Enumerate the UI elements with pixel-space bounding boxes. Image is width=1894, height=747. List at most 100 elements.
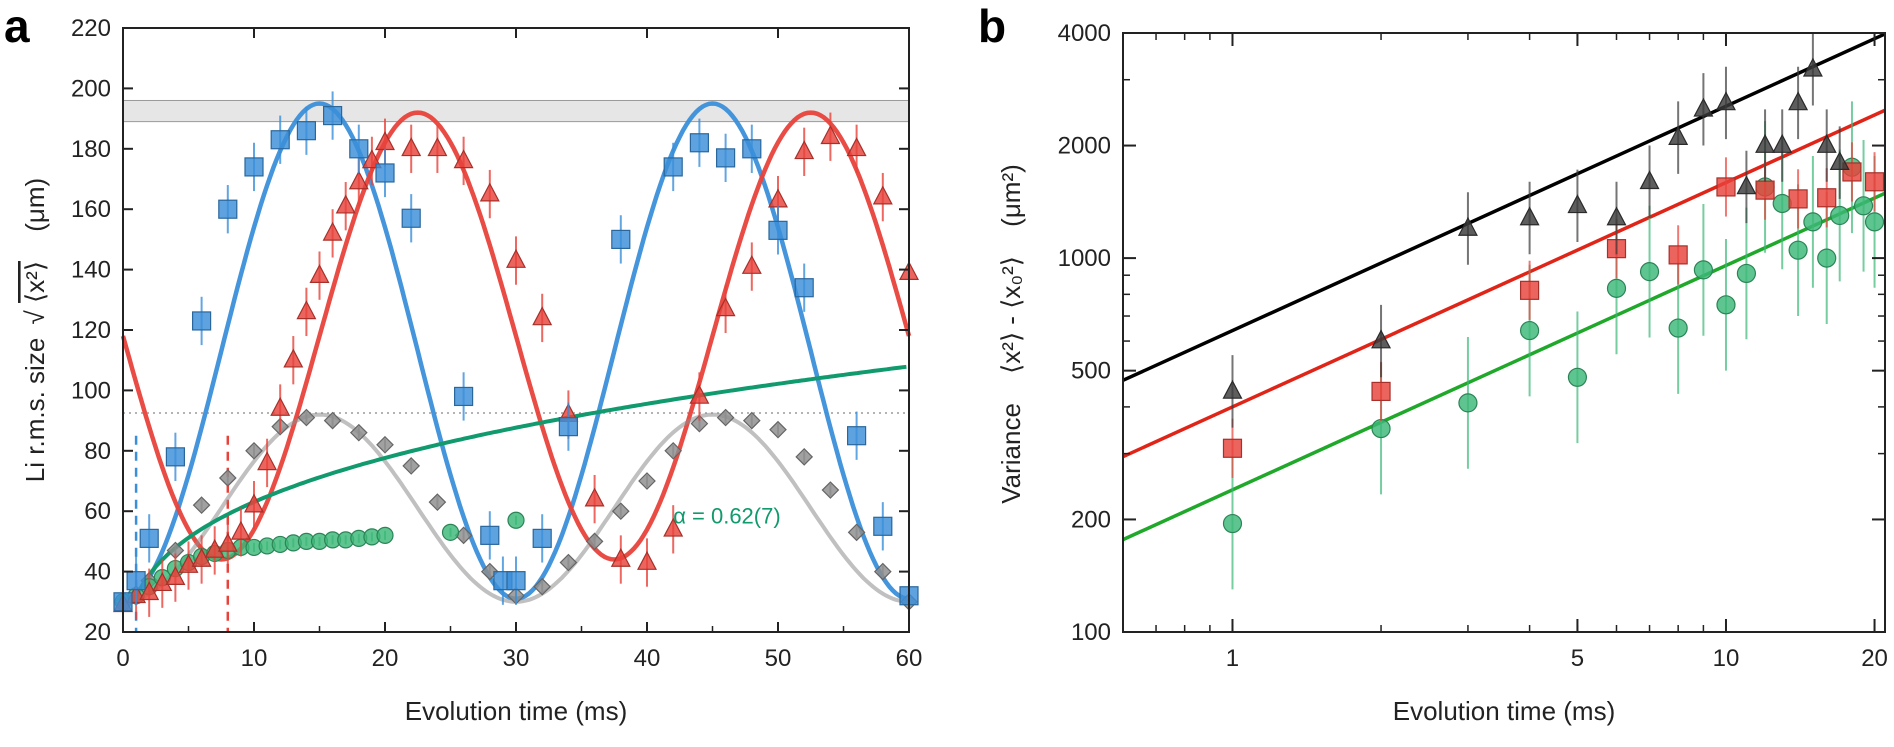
panel-a-y-tick-label: 140 xyxy=(71,257,111,284)
panel-a-point-blue xyxy=(794,278,814,298)
panel-a-point-red xyxy=(322,221,343,241)
panel-a-point-red xyxy=(361,149,382,169)
panel-b-point-green xyxy=(1817,248,1837,268)
panel-a-x-tick-label: 20 xyxy=(372,645,399,672)
panel-a-x-axis-label: Evolution time (ms) xyxy=(405,696,628,726)
panel-a-series-blue xyxy=(113,91,919,626)
svg-text:Variance ⟨x²⟩ - ⟨x: Variance ⟨x²⟩ - ⟨x₀²⟩ (μm²) xyxy=(996,164,1026,504)
panel-b-point-black xyxy=(1567,194,1588,214)
panel-a-y-tick-label: 180 xyxy=(71,136,111,163)
panel-a-point-red xyxy=(401,137,422,157)
panel-b-fit-black xyxy=(1122,32,1886,382)
panel-b-point-red xyxy=(1668,245,1688,265)
panel-a-shaded-band xyxy=(122,99,910,123)
panel-b-point-green xyxy=(1803,212,1823,232)
panel-a-point-grey xyxy=(664,441,683,460)
panel-a-point-grey xyxy=(349,423,368,442)
panel-a-x-tick-label: 30 xyxy=(503,645,530,672)
panel-a-y-label-unit: (μm) xyxy=(20,178,50,232)
panel-b-y-tick-label: 100 xyxy=(1071,619,1111,646)
panel-a-point-blue xyxy=(558,417,579,437)
panel-b-frame xyxy=(1122,32,1886,633)
svg-text:Li r.m.s. size √: Li r.m.s. size √ ⟨x²⟩ (μm) xyxy=(20,178,50,482)
panel-b-point-green xyxy=(1606,278,1627,298)
panel-b-y-label-prefix: Variance xyxy=(996,403,1026,504)
panel-a-point-red xyxy=(283,348,304,368)
panel-a-point-grey xyxy=(742,411,761,430)
panel-a-point-grey xyxy=(559,553,578,572)
panel-a-y-tick-label: 100 xyxy=(71,377,111,404)
panel-a-point-blue xyxy=(244,157,264,177)
panel-a-x-tick-label: 10 xyxy=(241,645,268,672)
panel-a-point-blue xyxy=(663,157,683,177)
panel-b-point-green xyxy=(1788,240,1808,260)
panel-b-y-tick-label: 200 xyxy=(1071,506,1111,533)
panel-b-y-tick-label: 500 xyxy=(1071,358,1111,385)
panel-a-y-tick-label: 200 xyxy=(71,75,111,102)
panel-a-point-red xyxy=(506,248,526,268)
panel-a-point-red xyxy=(637,550,657,570)
panel-a-point-blue xyxy=(349,139,369,159)
panel-a-point-blue xyxy=(375,163,395,183)
panel-a-point-blue xyxy=(401,208,421,228)
panel-a-point-grey xyxy=(297,408,316,427)
panel-a-point-blue xyxy=(165,447,185,467)
panel-b-y-tick-label: 4000 xyxy=(1058,20,1111,47)
panel-a-point-red xyxy=(309,264,330,283)
panel-b-fit-green xyxy=(1122,191,1886,542)
panel-a-point-green xyxy=(441,523,460,541)
panel-b-point-black xyxy=(1715,91,1736,111)
panel-b-x-tick-label: 1 xyxy=(1226,645,1239,672)
panel-a-y-label-prefix: Li r.m.s. size xyxy=(20,338,50,482)
panel-b-ticks: 1 5 10 20 100 200 500 1000 2000 4000 xyxy=(1058,20,1888,672)
panel-a-point-grey xyxy=(245,441,263,460)
panel-a-x-tick-label: 40 xyxy=(634,645,661,672)
panel-a-point-red xyxy=(270,396,291,416)
panel-b-point-green xyxy=(1830,205,1850,226)
panel-b-point-red xyxy=(1520,280,1540,300)
panel-a-point-grey xyxy=(218,469,237,487)
panel-a-x-tick-label: 0 xyxy=(116,645,129,672)
panel-a-ticks: 0 10 20 30 40 50 60 20 40 60 80 100 120 140 160 180 200 2… xyxy=(71,15,922,672)
panel-b-point-green xyxy=(1567,367,1588,387)
panel-a-point-red xyxy=(178,553,199,573)
panel-a-point-grey xyxy=(376,435,394,454)
panel-a-point-red xyxy=(663,517,684,537)
panel-a-y-label-sqrt: √ xyxy=(20,309,50,324)
panel-b-point-green xyxy=(1668,318,1688,338)
panel-a-point-green xyxy=(376,526,394,544)
panel-b-point-black xyxy=(1519,206,1540,226)
panel-b-point-red xyxy=(1864,172,1885,192)
panel-a-point-grey xyxy=(192,496,211,515)
panel-b-point-red xyxy=(1371,381,1391,402)
panel-b-point-green xyxy=(1222,513,1243,534)
panel-a-point-red xyxy=(479,182,500,202)
panel-b-point-black xyxy=(1606,206,1627,226)
panel-b-y-label-unit: (μm²) xyxy=(996,164,1026,227)
panel-a-point-blue xyxy=(296,121,316,141)
panel-b-plot-area xyxy=(1123,33,1885,632)
panel-b-x-axis-label: Evolution time (ms) xyxy=(1393,696,1616,726)
panel-b-point-green xyxy=(1853,196,1874,216)
panel-a-point-red xyxy=(610,547,631,567)
panel-b-fit-red xyxy=(1122,108,1886,459)
panel-a-point-grey xyxy=(585,532,604,551)
panel-a-point-red xyxy=(427,137,448,157)
panel-a-point-blue xyxy=(689,133,710,153)
panel-b-point-black xyxy=(1222,379,1243,399)
panel-a-point-red xyxy=(165,566,186,585)
panel-a-point-grey xyxy=(821,481,840,499)
panel-b-series-black xyxy=(1222,33,1850,428)
panel-b-point-green xyxy=(1458,393,1478,413)
panel-a-point-red xyxy=(741,254,762,274)
panel-a-point-grey xyxy=(847,523,866,542)
panel-a-point-red xyxy=(230,520,251,540)
panel-a-y-tick-label: 20 xyxy=(84,619,111,646)
panel-a-point-blue xyxy=(454,386,474,407)
panel-a-point-red xyxy=(204,538,225,558)
panel-b-point-black xyxy=(1772,133,1793,153)
panel-a-y-tick-label: 80 xyxy=(84,438,111,465)
panel-a-y-label-expr: ⟨x²⟩ xyxy=(20,261,50,303)
